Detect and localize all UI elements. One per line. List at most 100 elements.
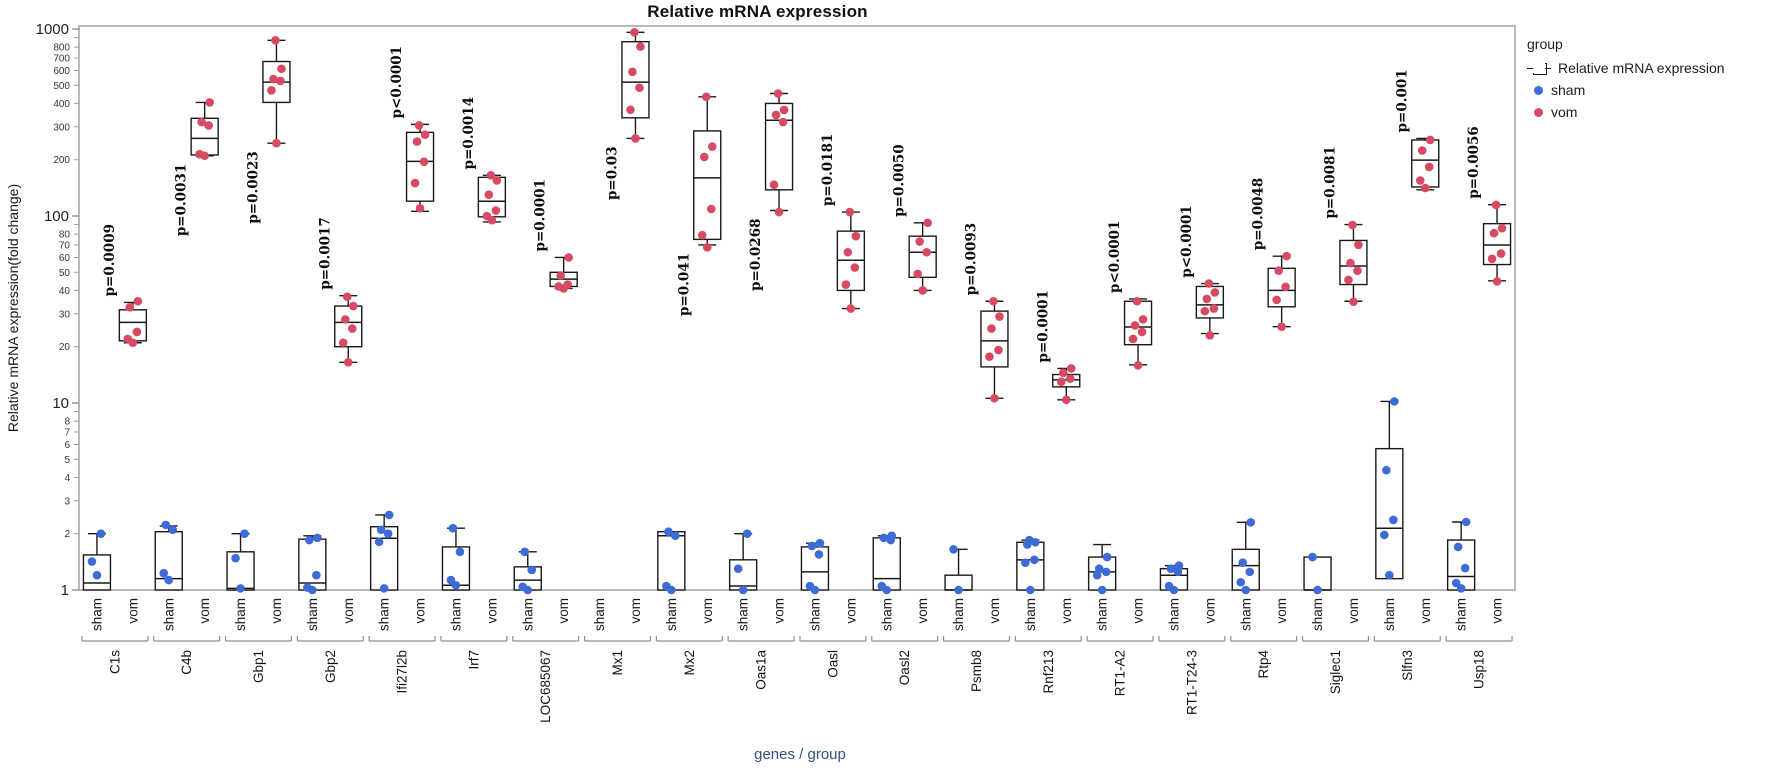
x-tick-group-label: vom <box>484 598 499 624</box>
data-point-vom <box>1138 315 1148 324</box>
x-tick-group-label: sham <box>377 598 392 631</box>
p-value-label: p<0.0001 <box>1107 221 1123 293</box>
data-point-vom <box>1281 282 1290 292</box>
data-point-sham <box>814 550 824 559</box>
data-point-vom <box>342 292 352 302</box>
data-point-vom <box>272 138 281 148</box>
boxplot-RT1-T24-3-vom: p<0.0001 <box>1179 205 1225 340</box>
x-tick-group-label: sham <box>879 598 894 631</box>
boxplot-Siglec1-vom: p=0.0081 <box>1322 146 1368 307</box>
y-minor-tick-label: 700 <box>53 53 70 64</box>
x-tick-group-label: sham <box>448 598 463 631</box>
data-point-vom <box>707 142 717 151</box>
data-point-sham <box>236 584 245 593</box>
y-minor-tick-label: 7 <box>64 427 70 438</box>
data-point-vom <box>631 134 640 143</box>
data-point-vom <box>412 137 422 146</box>
data-point-vom <box>1487 254 1497 264</box>
y-major-tick-label: 1 <box>61 582 69 599</box>
data-point-vom <box>492 176 502 185</box>
data-point-sham <box>1453 542 1463 552</box>
data-point-sham <box>738 585 748 595</box>
data-point-vom <box>843 247 853 257</box>
boxplot-Siglec1-sham <box>1303 552 1332 595</box>
data-point-vom <box>915 237 924 246</box>
data-point-sham <box>671 531 680 541</box>
boxplot-Oas1a-sham <box>728 529 758 595</box>
p-value-label: p=0.0014 <box>461 97 477 169</box>
boxplot-C4b-vom: p=0.0031 <box>174 98 219 236</box>
boxplot-Rnf213-sham <box>1016 535 1045 595</box>
x-tick-group-label: vom <box>915 598 930 624</box>
x-tick-group-label: vom <box>772 598 787 624</box>
data-point-vom <box>1344 275 1353 285</box>
data-point-vom <box>338 338 348 348</box>
y-minor-tick-label: 6 <box>64 440 70 451</box>
data-point-vom <box>343 358 353 367</box>
boxplot-RT1-T24-3-sham <box>1159 561 1189 595</box>
boxplot-Usp18-sham <box>1446 517 1476 593</box>
data-point-vom <box>564 253 573 262</box>
y-minor-tick-label: 800 <box>53 43 70 54</box>
boxplot-Mx1-vom: p=0.03 <box>604 28 650 200</box>
y-minor-tick-label: 70 <box>59 240 71 251</box>
data-point-sham <box>662 581 671 591</box>
y-minor-tick-label: 500 <box>53 81 70 92</box>
data-point-vom <box>563 280 572 289</box>
data-point-sham <box>159 568 169 578</box>
data-point-vom <box>626 105 635 115</box>
data-point-vom <box>1274 266 1283 275</box>
data-point-vom <box>1415 176 1425 185</box>
data-point-vom <box>773 89 783 98</box>
data-point-vom <box>636 42 645 51</box>
data-point-sham <box>164 575 174 585</box>
gene-group-Ifi27l2b: Ifi27l2b <box>368 636 436 694</box>
data-point-sham <box>1092 570 1102 580</box>
data-point-vom <box>1348 220 1357 230</box>
data-point-vom <box>123 334 133 344</box>
boxplot-Usp18-vom: p=0.0056 <box>1466 126 1512 286</box>
boxplot-Oasl2-sham <box>872 531 901 595</box>
y-major-tick-label: 10 <box>52 395 69 412</box>
gene-name-label: Usp18 <box>1472 650 1487 689</box>
data-point-vom <box>1425 135 1435 145</box>
p-value-label: p=0.0181 <box>820 134 836 206</box>
data-point-vom <box>1491 200 1501 210</box>
data-point-vom <box>1497 223 1507 233</box>
gene-name-label: Rnf213 <box>1041 650 1056 694</box>
data-point-sham <box>384 510 394 520</box>
gene-group-RT1-A2: RT1-A2 <box>1086 636 1154 696</box>
gene-group-RT1-T24-3: RT1-T24-3 <box>1158 636 1226 715</box>
data-point-sham <box>161 520 171 530</box>
vom-dot-icon <box>1534 107 1543 117</box>
p-value-label: p=0.0017 <box>317 217 333 289</box>
x-tick-group-label: sham <box>520 598 535 631</box>
p-value-label: p=0.0001 <box>1035 290 1051 362</box>
gene-name-label: Gbp2 <box>323 650 338 683</box>
data-point-sham <box>303 583 312 592</box>
data-point-vom <box>918 286 927 295</box>
x-tick-group-label: vom <box>1490 598 1505 624</box>
data-point-vom <box>1420 183 1430 193</box>
gene-group-Irf7: Irf7 <box>440 636 508 670</box>
p-value-label: p=0.0048 <box>1251 178 1267 250</box>
data-point-vom <box>420 130 430 140</box>
data-point-sham <box>1094 564 1104 573</box>
data-point-sham <box>1308 552 1317 562</box>
data-point-sham <box>887 531 897 541</box>
data-point-vom <box>701 92 711 102</box>
boxplot-LOC685067-vom: p=0.0001 <box>533 179 578 293</box>
gene-group-Oasl2: Oasl2 <box>871 636 939 685</box>
boxplot-Oasl-sham <box>800 538 830 595</box>
y-major-tick-label: 100 <box>44 208 69 225</box>
gene-name-label: Slfn3 <box>1400 650 1415 681</box>
data-point-vom <box>1132 296 1142 306</box>
data-point-sham <box>305 535 314 545</box>
data-point-vom <box>482 211 492 221</box>
x-tick-group-label: sham <box>1023 598 1038 631</box>
data-point-sham <box>1238 558 1248 567</box>
data-point-sham <box>383 529 393 539</box>
data-point-vom <box>628 67 637 77</box>
legend-entry-boxplot: Relative mRNA expression <box>1527 60 1725 76</box>
legend-title: group <box>1527 36 1563 52</box>
